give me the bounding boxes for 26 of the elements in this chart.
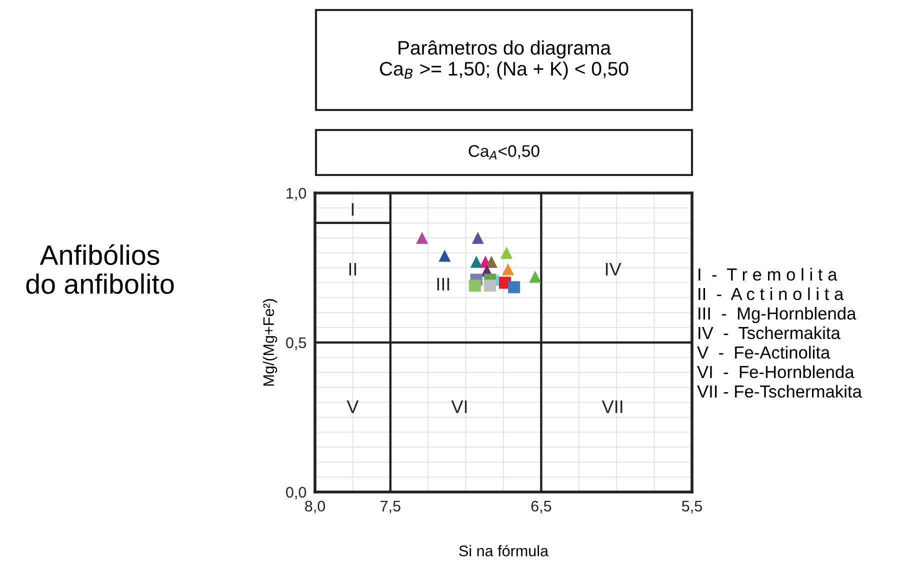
text: I - T r e m o l i t a [698,268,838,281]
x-axis-title: Si na fórmula [459,544,549,556]
text: III - Mg-Hornblenda [698,306,856,324]
y-tick-label: 0,5 [286,337,306,350]
text: Anfibólios do anfibolito [26,244,174,294]
x-tick-label: 7,5 [380,500,400,514]
annotation: IV [606,262,622,276]
annotation: II [349,262,356,276]
annotation: I [352,203,354,216]
text: Parâmetros do diagrama Ca$_{B}$ >= 1,50; (Na + K) < 0,50 [380,40,628,80]
y-axis-title: Mg/(Mg+Fe²) [262,299,278,386]
text: IV - Tschermakita [698,326,840,340]
text: V - Fe-Actinolita [697,346,830,359]
annotation: VI [451,400,467,413]
annotation: V [346,400,359,413]
x-tick-label: 5,5 [682,500,702,514]
y-tick-label: 0,0 [286,486,306,500]
text: II - A c t i n o l i t a [698,287,844,300]
text: Ca$_{A}$<0,50 [468,145,540,160]
text: VII - Fe-Tschermakita [697,384,862,398]
annotation: III [437,278,450,290]
x-tick-label: 8,0 [305,500,326,514]
text: VI - Fe-Hornblenda [697,365,854,378]
x-tick-label: 6,5 [531,500,552,514]
annotation: VII [602,400,622,413]
y-tick-label: 1,0 [286,188,306,200]
